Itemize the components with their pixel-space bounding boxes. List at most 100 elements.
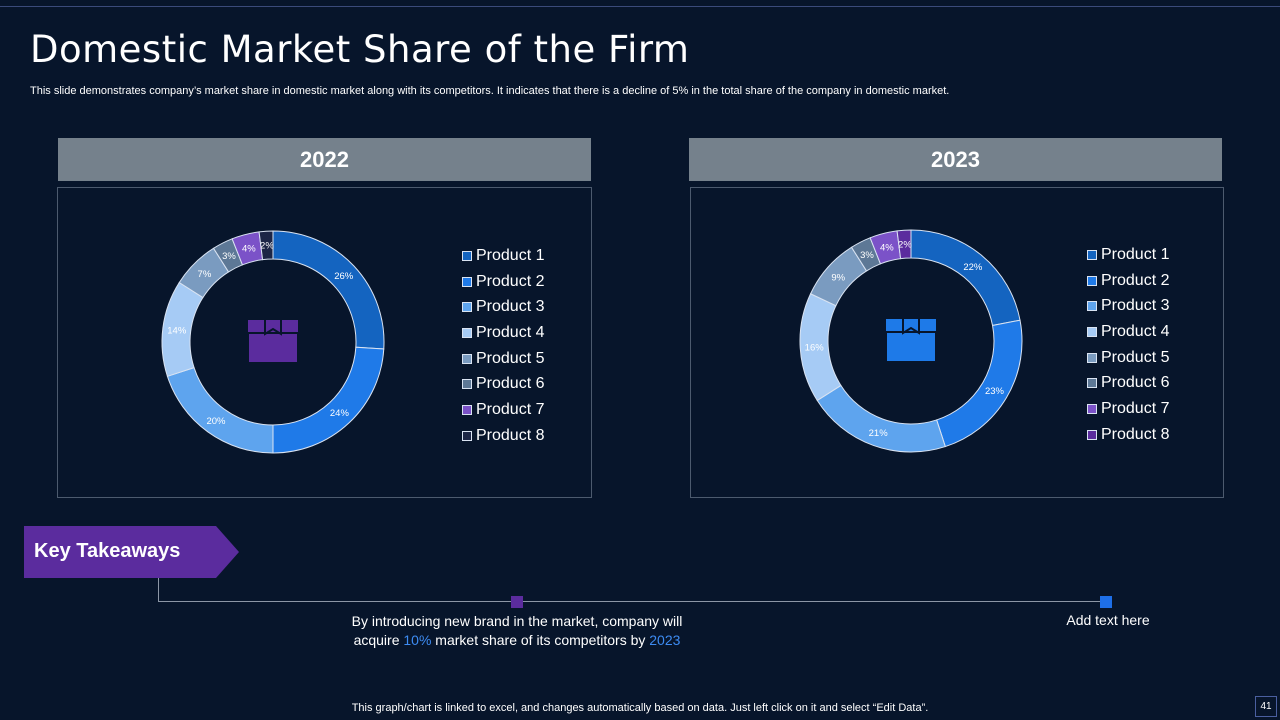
- legend-swatch: [462, 250, 472, 261]
- data-label-1: 26%: [334, 271, 354, 282]
- legend-swatch: [1087, 301, 1097, 312]
- data-label-3: 20%: [206, 416, 226, 427]
- donut-slice-2: [936, 319, 1023, 448]
- data-label-2: 24%: [330, 408, 350, 419]
- legend-swatch: [462, 430, 472, 441]
- legend-item: Product 8: [1087, 422, 1169, 448]
- data-label-5: 7%: [198, 269, 212, 280]
- page-subtitle: This slide demonstrates company’s market…: [30, 85, 950, 97]
- takeaway-note-2[interactable]: Add text here: [1066, 612, 1150, 628]
- data-label-1: 22%: [963, 262, 983, 273]
- timeline-connector: [158, 578, 159, 602]
- data-label-6: 3%: [222, 251, 236, 262]
- year-header-2023: 2023: [689, 138, 1222, 181]
- legend-swatch: [462, 404, 472, 415]
- legend-swatch: [1087, 326, 1097, 337]
- legend-label: Product 8: [476, 426, 545, 444]
- data-label-8: 2%: [260, 241, 274, 252]
- legend-label: Product 6: [476, 375, 545, 393]
- legend-item: Product 1: [462, 243, 544, 269]
- data-label-2: 23%: [985, 386, 1005, 397]
- legend-2022: Product 1 Product 2 Product 3 Product 4 Prod…: [462, 243, 544, 449]
- takeaway-note-1: By introducing new brand in the market, …: [351, 613, 683, 648]
- data-label-3: 21%: [869, 428, 889, 439]
- legend-label: Product 2: [1101, 271, 1170, 289]
- footer-note: This graph/chart is linked to excel, and…: [351, 702, 929, 714]
- data-label-7: 4%: [880, 243, 894, 254]
- legend-label: Product 6: [1101, 374, 1170, 392]
- legend-swatch: [1087, 378, 1097, 389]
- legend-label: Product 3: [1101, 297, 1170, 315]
- legend-item: Product 7: [462, 397, 544, 423]
- box-lid: [886, 319, 936, 331]
- top-rule: [0, 6, 1280, 7]
- timeline-marker-blue: [1100, 596, 1112, 608]
- data-label-5: 9%: [831, 272, 845, 283]
- data-label-6: 3%: [860, 250, 874, 261]
- legend-item: Product 1: [1087, 242, 1169, 268]
- legend-label: Product 2: [476, 272, 545, 290]
- timeline-marker-purple: [511, 596, 523, 608]
- legend-item: Product 3: [462, 294, 544, 320]
- highlight-year: 2023: [649, 632, 681, 648]
- donut-chart-2023: 22% 23% 21% 16% 9% 3% 4% 2%: [799, 229, 1023, 453]
- donut-slice-2: [272, 346, 385, 454]
- donut-slice-8: [258, 230, 274, 261]
- legend-label: Product 4: [476, 323, 545, 341]
- legend-label: Product 8: [1101, 425, 1170, 443]
- data-label-4: 16%: [805, 343, 825, 354]
- box-lid: [248, 320, 298, 332]
- legend-swatch: [1087, 249, 1097, 260]
- data-label-7: 4%: [242, 244, 256, 255]
- box-body: [249, 334, 297, 362]
- page-number: 41: [1255, 696, 1277, 717]
- legend-swatch: [462, 327, 472, 338]
- donut-chart-2022: 26% 24% 20% 14% 7% 3% 4% 2%: [161, 230, 385, 454]
- legend-item: Product 7: [1087, 396, 1169, 422]
- legend-swatch: [1087, 429, 1097, 440]
- legend-swatch: [462, 276, 472, 287]
- key-takeaways-label: Key Takeaways: [34, 540, 181, 562]
- legend-2023: Product 1 Product 2 Product 3 Product 4 Prod…: [1087, 242, 1169, 448]
- legend-item: Product 5: [462, 346, 544, 372]
- legend-swatch: [462, 379, 472, 390]
- legend-label: Product 1: [476, 246, 545, 264]
- box-icon: [248, 320, 298, 362]
- legend-swatch: [1087, 275, 1097, 286]
- legend-item: Product 4: [1087, 319, 1169, 345]
- legend-label: Product 7: [1101, 399, 1170, 417]
- legend-item: Product 2: [1087, 268, 1169, 294]
- legend-label: Product 4: [1101, 322, 1170, 340]
- timeline-line: [158, 601, 1108, 602]
- legend-label: Product 5: [476, 349, 545, 367]
- donut-slice-3: [816, 384, 946, 453]
- box-icon: [886, 319, 936, 361]
- box-ribbon: [264, 320, 282, 336]
- legend-label: Product 7: [476, 400, 545, 418]
- donut-slice-1: [910, 229, 1021, 327]
- highlight-percent: 10%: [403, 632, 432, 648]
- page-title: Domestic Market Share of the Firm: [30, 28, 690, 71]
- legend-item: Product 6: [462, 371, 544, 397]
- legend-item: Product 5: [1087, 345, 1169, 371]
- legend-swatch: [462, 353, 472, 364]
- legend-item: Product 2: [462, 269, 544, 295]
- legend-swatch: [462, 302, 472, 313]
- legend-label: Product 1: [1101, 245, 1170, 263]
- legend-item: Product 6: [1087, 370, 1169, 396]
- data-label-8: 2%: [898, 240, 912, 251]
- data-label-4: 14%: [167, 325, 187, 336]
- legend-label: Product 3: [476, 298, 545, 316]
- donut-slice-3: [166, 367, 274, 454]
- box-ribbon: [902, 319, 920, 335]
- legend-swatch: [1087, 403, 1097, 414]
- year-header-2022: 2022: [58, 138, 591, 181]
- legend-swatch: [1087, 352, 1097, 363]
- legend-item: Product 8: [462, 423, 544, 449]
- key-takeaways-banner: [24, 526, 239, 578]
- legend-label: Product 5: [1101, 348, 1170, 366]
- legend-item: Product 3: [1087, 293, 1169, 319]
- legend-item: Product 4: [462, 320, 544, 346]
